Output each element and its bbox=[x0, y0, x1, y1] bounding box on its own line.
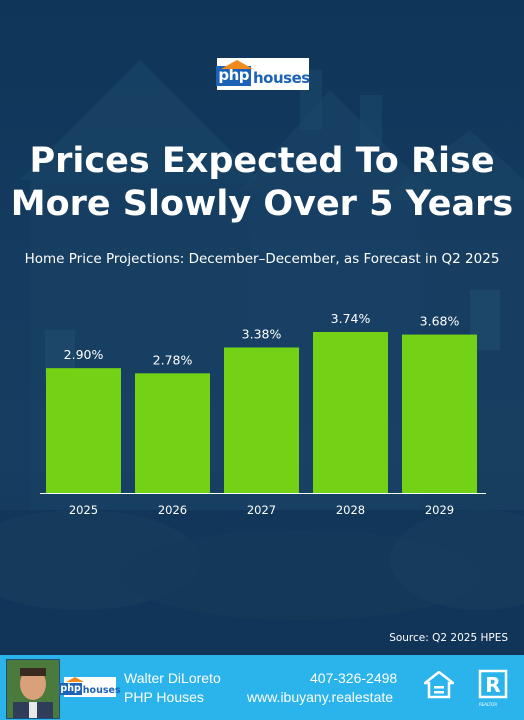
footer-logo-houses-text: houses bbox=[82, 684, 121, 696]
footer-php-houses-logo: php houses bbox=[59, 677, 121, 697]
page-title: Prices Expected To Rise More Slowly Over… bbox=[0, 140, 524, 226]
agent-avatar bbox=[6, 659, 60, 719]
bar-2028 bbox=[313, 332, 388, 493]
title-line-1: Prices Expected To Rise bbox=[29, 141, 495, 181]
source-note: Source: Q2 2025 HPES bbox=[389, 632, 508, 644]
x-tick-label-2025: 2025 bbox=[69, 503, 98, 517]
footer-logo-php-text: php bbox=[59, 682, 82, 695]
data-label-2029: 3.68% bbox=[420, 314, 460, 329]
roof-icon bbox=[221, 60, 253, 69]
x-tick-label-2026: 2026 bbox=[158, 503, 187, 517]
logo-php-text: php bbox=[216, 66, 251, 86]
phone-number[interactable]: 407-326-2498 bbox=[310, 670, 398, 686]
x-tick-label-2028: 2028 bbox=[336, 503, 365, 517]
bar-2027 bbox=[224, 347, 299, 493]
footer-roof-icon bbox=[66, 677, 84, 682]
data-label-2026: 2.78% bbox=[153, 352, 193, 367]
realtor-label: REALTOR bbox=[479, 702, 498, 707]
title-line-2: More Slowly Over 5 Years bbox=[10, 184, 514, 224]
footer-bar: php houses Walter DiLoreto PHP Houses 40… bbox=[0, 655, 524, 720]
bar-2025 bbox=[46, 368, 121, 493]
chart-subtitle: Home Price Projections: December–Decembe… bbox=[24, 251, 500, 267]
bar-2026 bbox=[135, 373, 210, 493]
x-tick-label-2027: 2027 bbox=[247, 503, 276, 517]
data-label-2027: 3.38% bbox=[242, 326, 282, 341]
bar-chart: 2.90% 2025 2.78% 2026 3.38% 2027 3.74% 2028 3.68… bbox=[40, 311, 486, 517]
svg-text:R: R bbox=[485, 673, 500, 697]
x-tick-label-2029: 2029 bbox=[425, 503, 454, 517]
website-link[interactable]: www.ibuyany.realestate bbox=[247, 689, 394, 705]
company-name: PHP Houses bbox=[124, 689, 204, 705]
logo-houses-text: houses bbox=[252, 69, 310, 87]
agent-name: Walter DiLoreto bbox=[124, 670, 221, 686]
bar-2029 bbox=[402, 334, 477, 493]
realtor-icon: R REALTOR bbox=[478, 669, 508, 709]
equal-housing-icon bbox=[421, 670, 457, 705]
data-label-2028: 3.74% bbox=[331, 311, 371, 326]
data-label-2025: 2.90% bbox=[64, 347, 104, 362]
php-houses-logo: php houses bbox=[216, 58, 310, 90]
